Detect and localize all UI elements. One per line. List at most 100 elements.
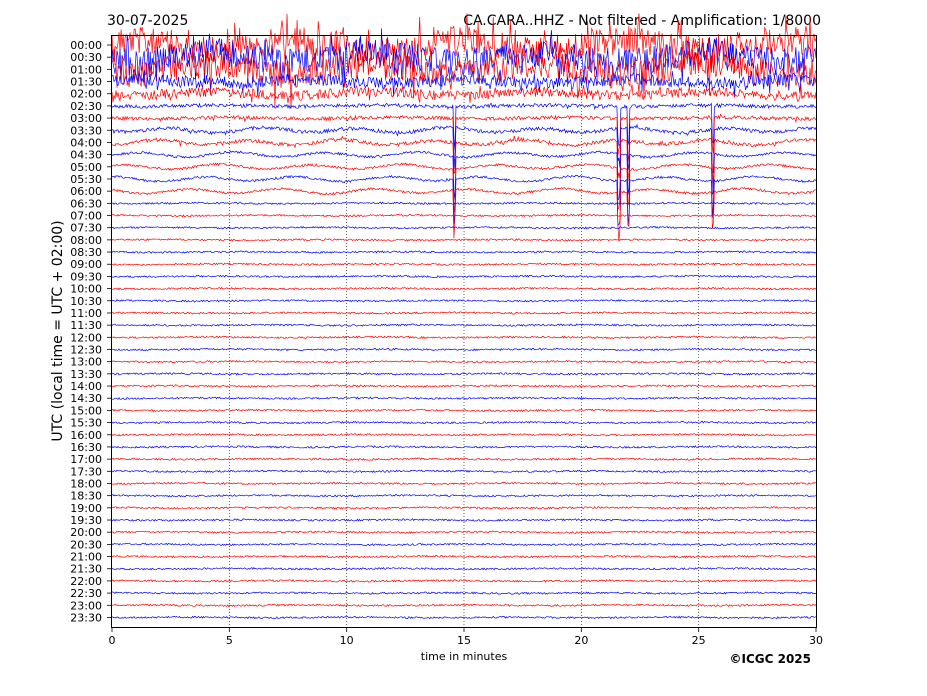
trace-line [111,359,817,364]
row-time-label: 19:00 [70,502,102,515]
trace-line [111,83,817,104]
row-time-label: 13:00 [70,356,102,369]
x-tick-label: 0 [109,634,116,647]
row-time-label: 09:00 [70,258,102,271]
trace-line [111,615,817,620]
chart-date: 30-07-2025 [107,13,188,29]
row-time-label: 18:30 [70,490,102,503]
row-time-label: 11:00 [70,307,102,320]
trace-line [111,591,816,595]
row-time-label: 12:30 [70,344,102,357]
row-time-label: 13:30 [70,368,102,381]
trace-line [111,274,817,279]
trace-line [111,113,817,162]
x-axis-label: time in minutes [421,650,508,663]
copyright-text: ©ICGC 2025 [729,652,811,666]
trace-line [111,518,817,522]
trace-line [111,347,816,352]
plot-frame [111,35,817,628]
trace-line [112,299,816,303]
row-time-label: 22:00 [70,575,102,588]
row-time-label: 06:30 [70,197,102,210]
row-time-label: 14:00 [70,380,102,393]
x-tick-label: 10 [340,634,354,647]
row-time-label: 19:30 [70,514,102,527]
row-time-label: 03:00 [70,112,102,125]
trace-line [111,225,817,230]
row-time-label: 22:30 [70,587,102,600]
row-time-label: 08:30 [70,246,102,259]
row-time-label: 09:30 [70,270,102,283]
trace-line [111,457,817,461]
y-axis-label: UTC (local time = UTC + 02:00) [50,220,66,441]
row-time-label: 00:00 [70,39,102,52]
trace-line [111,530,817,535]
trace-line [111,384,817,388]
trace-line [111,250,817,254]
x-tick-label: 30 [809,634,823,647]
row-time-label: 04:00 [70,136,102,149]
row-time-label: 01:30 [70,76,102,89]
trace-line [111,408,817,413]
trace-line [111,150,817,201]
row-time-label: 08:00 [70,234,102,247]
trace-line [111,102,817,151]
trace-line [111,66,817,97]
trace-line [111,371,817,376]
trace-line [111,238,817,242]
row-time-label: 14:30 [70,392,102,405]
row-time-label: 16:30 [70,441,102,454]
trace-line [111,311,817,315]
row-time-label: 00:30 [70,51,102,64]
trace-line [111,493,817,498]
trace-line [112,34,817,109]
trace-line [111,603,817,607]
trace-line [111,578,817,583]
trace-line [111,174,817,227]
x-tick-label: 15 [457,634,471,647]
row-time-label: 02:00 [70,88,102,101]
trace-line [111,201,817,206]
trace-line [111,335,817,340]
row-time-label: 12:00 [70,331,102,344]
trace-line [111,186,817,242]
row-time-label: 07:30 [70,222,102,235]
trace-line [111,506,817,510]
seismic-traces [111,13,817,620]
row-time-label: 01:00 [70,63,102,76]
row-time-label: 17:30 [70,465,102,478]
row-time-label: 07:00 [70,210,102,223]
chart-title: CA.CARA..HHZ - Not filtered - Amplificat… [463,13,821,29]
trace-line [111,396,817,401]
row-time-label: 20:30 [70,538,102,551]
row-time-label: 05:00 [70,161,102,174]
trace-line [111,262,817,267]
trace-line [111,445,817,449]
row-time-label: 17:00 [70,453,102,466]
x-tick-label: 25 [692,634,706,647]
row-time-label: 20:00 [70,526,102,539]
trace-line [111,13,817,81]
trace-line [111,28,817,92]
trace-line [111,123,817,173]
row-time-label: 03:30 [70,124,102,137]
trace-line [111,135,817,188]
row-time-label: 10:00 [70,283,102,296]
row-time-label: 04:30 [70,149,102,162]
row-time-label: 23:00 [70,599,102,612]
x-tick-label: 20 [574,634,588,647]
row-time-labels: 00:0000:3001:0001:3002:0002:3003:0003:30… [70,39,112,624]
trace-line [111,420,817,425]
trace-line [111,162,817,216]
row-time-label: 10:30 [70,295,102,308]
trace-line [111,469,817,474]
trace-line [111,567,816,571]
trace-line [112,554,817,559]
x-tick-label: 5 [226,634,233,647]
row-time-label: 15:00 [70,404,102,417]
row-time-label: 23:30 [70,611,102,624]
trace-line [111,542,817,547]
row-time-label: 16:00 [70,429,102,442]
row-time-label: 11:30 [70,319,102,332]
trace-line [111,481,817,486]
